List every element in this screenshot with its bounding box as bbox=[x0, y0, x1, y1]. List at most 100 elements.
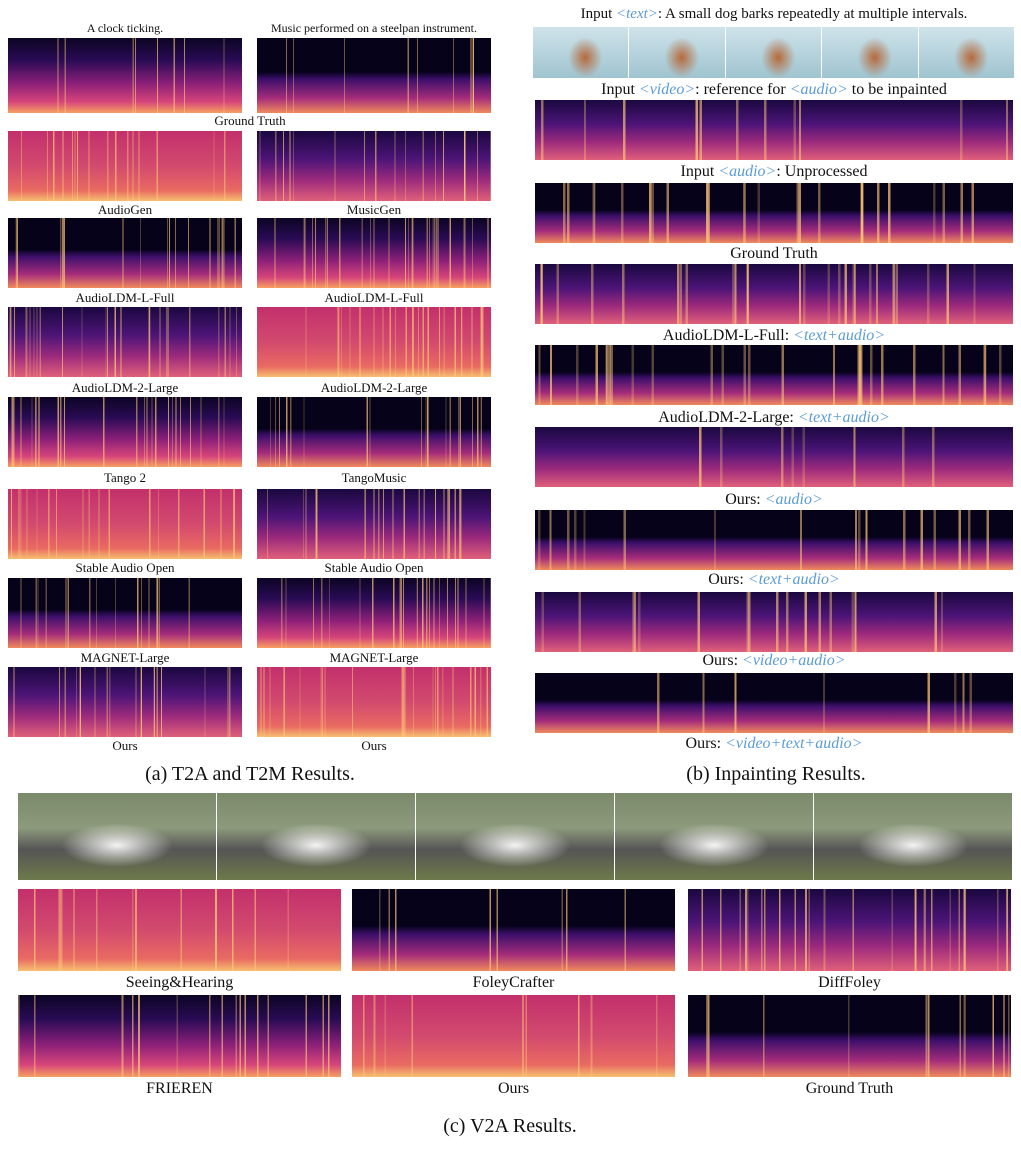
spectrogram bbox=[535, 100, 1013, 160]
label-text: Input bbox=[580, 6, 616, 23]
tag: <text> bbox=[616, 6, 658, 23]
caption: (a) T2A and T2M Results. bbox=[145, 763, 355, 785]
prompt: A clock ticking. bbox=[86, 21, 164, 36]
method-label: Ours: <video+audio> bbox=[474, 651, 1021, 672]
tag: <text+audio> bbox=[797, 408, 890, 426]
caption: (b) Inpainting Results. bbox=[686, 763, 866, 785]
method-label: FRIEREN bbox=[146, 1079, 213, 1097]
spectrogram bbox=[352, 995, 675, 1077]
label-text: AudioLDM-2-Large: bbox=[658, 408, 798, 426]
label-text: Ours: bbox=[708, 570, 748, 588]
spectrogram bbox=[535, 510, 1013, 570]
header: Input <text>: A small dog barks repeated… bbox=[474, 5, 1021, 25]
spectrogram bbox=[352, 889, 675, 971]
spectrogram bbox=[8, 131, 242, 201]
method-label: Ours bbox=[112, 737, 138, 753]
caption: (c) V2A Results. bbox=[443, 1115, 577, 1137]
method-label: AudioLDM-2-Large: <text+audio> bbox=[474, 408, 1021, 429]
method-label: AudioLDM-2-Large bbox=[71, 379, 179, 395]
spectrogram bbox=[257, 131, 491, 201]
method-label: AudioLDM-L-Full bbox=[324, 289, 424, 305]
spectrogram bbox=[8, 578, 242, 648]
spectrogram bbox=[8, 489, 242, 559]
spectrogram bbox=[257, 578, 491, 648]
label-text: Ours: bbox=[685, 734, 726, 752]
method-label: TangoMusic bbox=[341, 469, 407, 485]
spectrogram bbox=[8, 667, 242, 737]
video-frame bbox=[18, 793, 216, 880]
method-label: MAGNET-Large bbox=[80, 649, 170, 665]
method-label: Input <audio>: Unprocessed bbox=[474, 162, 1021, 183]
spectrogram bbox=[535, 345, 1013, 405]
tag: <audio> bbox=[718, 162, 777, 180]
video-frame bbox=[615, 793, 813, 880]
spectrogram bbox=[257, 489, 491, 559]
spectrogram bbox=[8, 38, 242, 113]
video-frame bbox=[918, 27, 1014, 78]
label-text: Input bbox=[601, 80, 639, 98]
spectrogram bbox=[8, 307, 242, 377]
spectrogram bbox=[8, 397, 242, 467]
spectrogram bbox=[535, 183, 1013, 243]
method-label: Ours: <audio> bbox=[474, 490, 1021, 511]
label-text: Input bbox=[680, 162, 719, 180]
tag: <video> bbox=[638, 80, 696, 98]
spectrogram bbox=[257, 667, 491, 737]
method-label: Ours bbox=[361, 737, 387, 753]
method-label: DiffFoley bbox=[818, 973, 881, 991]
label-text: to be inpainted bbox=[847, 80, 947, 98]
method-label: Ground Truth bbox=[474, 244, 1021, 265]
method-label: Ground Truth bbox=[214, 112, 286, 128]
video-frame bbox=[725, 27, 822, 78]
method-label: AudioGen bbox=[97, 201, 153, 217]
method-label: Input <video>: reference for <audio> to … bbox=[474, 80, 1021, 101]
label-text: Ground Truth bbox=[730, 244, 818, 262]
tag: <text+audio> bbox=[747, 570, 840, 588]
spectrogram bbox=[257, 38, 491, 113]
video-frame bbox=[629, 27, 725, 78]
method-label: Ours bbox=[497, 1079, 530, 1097]
method-label: Ground Truth bbox=[805, 1079, 894, 1097]
tag: <video+text+audio> bbox=[725, 734, 863, 752]
prompt: Music performed on a steelpan instrument… bbox=[271, 21, 477, 36]
method-label: Stable Audio Open bbox=[75, 559, 175, 575]
spectrogram bbox=[535, 592, 1013, 652]
video-frame bbox=[217, 793, 415, 880]
video-frame bbox=[822, 27, 918, 78]
method-label: AudioLDM-2-Large bbox=[320, 379, 428, 395]
label-text: Ours: bbox=[702, 651, 743, 669]
label-text: : Unprocessed bbox=[776, 162, 868, 180]
video-frame bbox=[533, 27, 629, 78]
tag: <audio> bbox=[764, 490, 823, 508]
spectrogram bbox=[257, 397, 491, 467]
spectrogram bbox=[257, 307, 491, 377]
spectrogram bbox=[257, 218, 491, 288]
method-label: Ours: <video+text+audio> bbox=[474, 734, 1021, 755]
spectrogram bbox=[535, 427, 1013, 487]
spectrogram bbox=[8, 218, 242, 288]
method-label: Ours: <text+audio> bbox=[474, 570, 1021, 591]
label-text: AudioLDM-L-Full: bbox=[662, 326, 794, 344]
spectrogram bbox=[18, 889, 341, 971]
tag: <audio> bbox=[789, 80, 848, 98]
method-label: FoleyCrafter bbox=[472, 973, 555, 991]
tag: <text+audio> bbox=[793, 326, 886, 344]
method-label: AudioLDM-L-Full bbox=[75, 289, 175, 305]
label-text: Ours: bbox=[725, 490, 765, 508]
spectrogram bbox=[535, 673, 1013, 733]
spectrogram bbox=[18, 995, 341, 1077]
spectrogram bbox=[688, 995, 1011, 1077]
method-label: Tango 2 bbox=[103, 469, 147, 485]
method-label: AudioLDM-L-Full: <text+audio> bbox=[474, 326, 1021, 347]
video-frame bbox=[416, 793, 614, 880]
method-label: MusicGen bbox=[346, 201, 402, 217]
spectrogram bbox=[535, 264, 1013, 324]
tag: <video+audio> bbox=[742, 651, 846, 669]
method-label: Seeing&Hearing bbox=[125, 973, 234, 991]
method-label: Stable Audio Open bbox=[324, 559, 424, 575]
spectrogram bbox=[688, 889, 1011, 971]
label-text: : A small dog barks repeatedly at multip… bbox=[657, 6, 968, 23]
video-frame bbox=[814, 793, 1012, 880]
method-label: MAGNET-Large bbox=[329, 649, 419, 665]
